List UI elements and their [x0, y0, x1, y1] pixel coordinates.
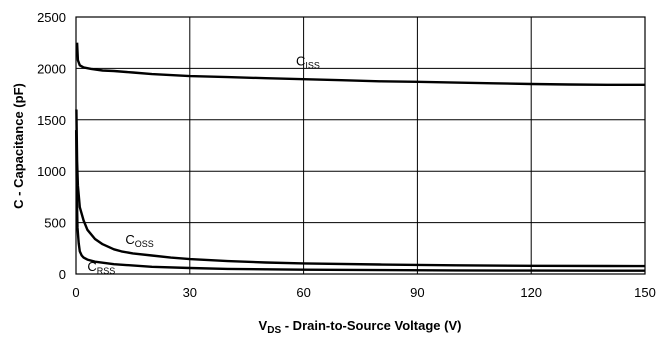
- c-iss-label-sub: ISS: [305, 60, 320, 70]
- series-lines: [75, 42, 646, 272]
- c-iss-line: [75, 42, 645, 86]
- x-tick-labels: 0 30 60 90 120 150: [72, 285, 655, 300]
- x-tick-label: 30: [183, 285, 197, 300]
- c-rss-line: [75, 130, 645, 272]
- y-tick-label: 1000: [37, 164, 66, 179]
- x-tick-label: 120: [520, 285, 542, 300]
- x-axis-title: VDS - Drain-to-Source Voltage (V): [259, 318, 462, 336]
- x-axis-title-symbol: V: [259, 318, 268, 333]
- x-tick-label: 150: [634, 285, 656, 300]
- y-tick-label: 0: [59, 267, 66, 282]
- c-oss-label-main: C: [125, 232, 134, 247]
- y-tick-label: 2500: [37, 10, 66, 25]
- c-rss-label-main: C: [87, 259, 96, 274]
- x-tick-label: 0: [72, 285, 79, 300]
- x-tick-label: 90: [410, 285, 424, 300]
- y-tick-labels: 0 500 1000 1500 2000 2500: [37, 10, 66, 282]
- c-rss-label-sub: RSS: [97, 266, 116, 276]
- y-axis-title: C - Capacitance (pF): [11, 83, 26, 209]
- grid: [75, 16, 646, 275]
- c-iss-label: CISS: [296, 53, 320, 70]
- y-tick-label: 500: [44, 216, 66, 231]
- c-oss-line: [75, 109, 646, 268]
- x-axis-title-rest: - Drain-to-Source Voltage (V): [281, 318, 461, 333]
- y-tick-label: 1500: [37, 113, 66, 128]
- c-oss-label: COSS: [125, 232, 153, 249]
- y-tick-label: 2000: [37, 61, 66, 76]
- plot-background: [76, 17, 645, 274]
- x-axis-title-subscript: DS: [267, 325, 281, 336]
- c-iss-label-main: C: [296, 53, 305, 68]
- x-tick-label: 60: [296, 285, 310, 300]
- c-rss-label: CRSS: [87, 259, 115, 276]
- c-oss-label-sub: OSS: [135, 239, 154, 249]
